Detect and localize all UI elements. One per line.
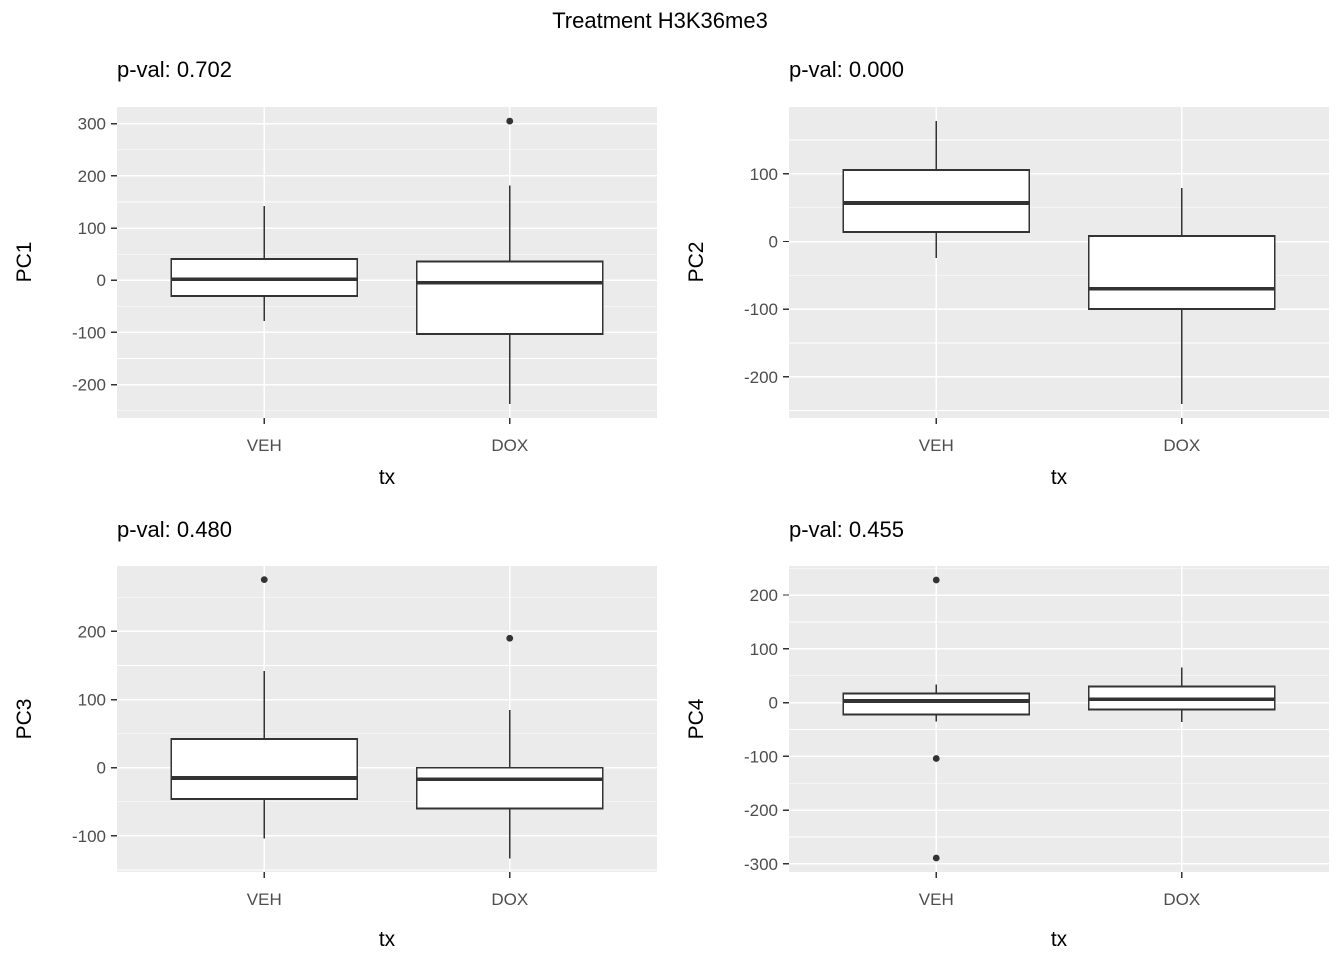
panel-subtitle: p-val: 0.455 [789,517,904,542]
y-tick-label: 200 [78,167,106,186]
panel-background [117,566,657,872]
y-tick-label: -100 [72,323,106,342]
x-tick-label: DOX [1163,890,1200,909]
iqr-box [170,738,359,801]
panel-pc2: p-val: 0.000 PC2 100 0 -100 -200 VEH DOX tx [672,0,1344,489]
y-tick-label: 100 [78,691,106,710]
y-tick-label: -200 [744,368,778,387]
iqr-box [842,692,1031,716]
x-axis-label: tx [1050,466,1068,489]
x-tick-label: DOX [1163,436,1200,455]
panel-pc3: p-val: 0.480 PC3 200 100 0 -100 VEH DOX tx [0,480,672,960]
x-axis-label: tx [378,928,396,951]
y-tick-label: -100 [72,827,106,846]
boxplot-canvas: 200 100 0 -100 -200 -300 VEH DOX [744,566,1329,909]
outlier-point [932,755,940,762]
panel-subtitle: p-val: 0.702 [117,57,232,82]
x-tick-label: DOX [491,890,528,909]
y-tick-label: 0 [97,759,106,778]
panel-subtitle: p-val: 0.000 [789,57,904,82]
y-tick-label: 0 [97,271,106,290]
y-tick-label: -200 [744,801,778,820]
y-tick-label: 200 [78,622,106,641]
boxplot-canvas: 300 200 100 0 -100 -200 VEH DOX [72,107,657,455]
outlier-point [932,854,940,862]
y-tick-label: 100 [750,640,778,659]
iqr-box [170,257,359,297]
y-tick-label: -100 [744,747,778,766]
y-tick-label: 200 [750,586,778,605]
y-tick-label: 100 [750,165,778,184]
x-tick-label: DOX [491,436,528,455]
boxplot-canvas: 100 0 -100 -200 VEH DOX [744,107,1329,455]
x-tick-label: VEH [919,436,954,455]
panel-background [789,566,1329,872]
boxplot-canvas: 200 100 0 -100 VEH DOX [72,566,657,909]
chart-title: Treatment H3K36me3 [552,8,768,33]
iqr-box [842,168,1031,234]
y-tick-label: 300 [78,115,106,134]
iqr-box [1087,235,1276,311]
y-tick-label: 0 [769,694,778,713]
outlier-point [506,117,514,125]
y-tick-label: 0 [769,233,778,252]
x-tick-label: VEH [919,890,954,909]
panel-subtitle: p-val: 0.480 [117,517,232,542]
y-tick-label: -200 [72,376,106,395]
y-tick-label: -300 [744,855,778,874]
iqr-box [415,766,604,810]
iqr-box [415,260,604,335]
x-tick-label: VEH [247,890,282,909]
x-axis-label: tx [378,466,396,489]
outlier-point [260,576,268,584]
panel-pc1: p-val: 0.702 PC1 300 200 100 0 -100 -200 VEH DO… [0,0,672,489]
outlier-point [932,576,940,584]
y-tick-label: -100 [744,300,778,319]
panel-pc4: p-val: 0.455 PC4 200 100 0 -100 -200 -300 VEH D… [672,480,1344,960]
x-tick-label: VEH [247,436,282,455]
x-axis-label: tx [1050,928,1068,951]
y-tick-label: 100 [78,219,106,238]
outlier-point [506,634,514,642]
